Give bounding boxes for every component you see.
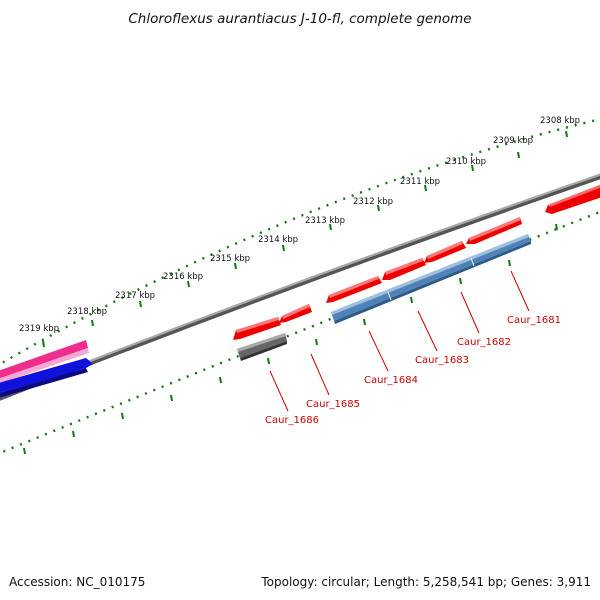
accession-text: Accession: NC_010175 bbox=[9, 575, 145, 589]
major-tick bbox=[267, 357, 270, 365]
major-tick bbox=[121, 412, 124, 420]
leader-line bbox=[269, 370, 289, 412]
cds-bar[interactable] bbox=[331, 234, 531, 324]
inner-major-ticks bbox=[23, 223, 558, 455]
gene-leader-lines bbox=[269, 270, 530, 412]
leader-line bbox=[368, 330, 389, 372]
major-tick bbox=[377, 204, 380, 212]
major-tick bbox=[91, 319, 94, 327]
topology-text: Topology: circular; Length: 5,258,541 bp… bbox=[260, 575, 591, 589]
gene-label-caur-1686[interactable]: Caur_1686 bbox=[265, 415, 319, 426]
gene-arrow-caur-1686[interactable] bbox=[233, 317, 281, 340]
pseudo-gene[interactable] bbox=[237, 333, 287, 361]
map-title: Chloroflexus aurantiacus J-10-fl, comple… bbox=[128, 11, 471, 27]
major-tick bbox=[23, 447, 26, 455]
ruler-label: 2319 kbp bbox=[19, 324, 59, 334]
magenta-feature[interactable] bbox=[0, 340, 89, 385]
blue-feature[interactable] bbox=[0, 358, 93, 399]
ruler-label: 2308 kbp bbox=[540, 116, 580, 126]
major-tick bbox=[42, 340, 45, 348]
gene-arrow-caur-1681[interactable] bbox=[466, 217, 522, 244]
ruler-label: 2316 kbp bbox=[163, 272, 203, 282]
cds-divider bbox=[387, 291, 392, 301]
ruler-label: 2312 kbp bbox=[353, 197, 393, 207]
gene-label-caur-1681[interactable]: Caur_1681 bbox=[507, 315, 561, 326]
major-tick bbox=[471, 164, 474, 172]
major-tick bbox=[170, 394, 173, 402]
gene-arrow[interactable] bbox=[545, 183, 600, 214]
ruler-label: 2311 kbp bbox=[400, 177, 440, 187]
major-tick bbox=[315, 338, 318, 346]
major-tick bbox=[459, 277, 462, 285]
ruler-label: 2313 kbp bbox=[305, 216, 345, 226]
major-tick bbox=[72, 430, 75, 438]
ruler-label: 2315 kbp bbox=[210, 254, 250, 264]
gene-label-caur-1684[interactable]: Caur_1684 bbox=[364, 375, 418, 386]
major-tick bbox=[187, 280, 190, 288]
ruler-label: 2317 kbp bbox=[115, 291, 155, 301]
major-tick bbox=[234, 262, 237, 270]
outer-major-ticks bbox=[42, 130, 568, 348]
leader-line bbox=[510, 270, 530, 312]
major-tick bbox=[508, 259, 511, 267]
major-tick bbox=[219, 376, 222, 384]
major-tick bbox=[565, 130, 568, 138]
gene-label-caur-1682[interactable]: Caur_1682 bbox=[457, 337, 511, 348]
major-tick bbox=[410, 296, 413, 304]
major-tick bbox=[517, 151, 520, 159]
gene-arrow-caur-1683[interactable] bbox=[382, 258, 426, 280]
ruler-labels: 2308 kbp 2309 kbp 2310 kbp 2311 kbp 2312… bbox=[19, 116, 580, 334]
gene-arrow-caur-1685[interactable] bbox=[279, 304, 312, 323]
ruler-label: 2318 kbp bbox=[67, 307, 107, 317]
major-tick bbox=[363, 318, 366, 326]
major-tick bbox=[555, 223, 558, 231]
gene-labels: Caur_1681 Caur_1682 Caur_1683 Caur_1684 … bbox=[265, 315, 561, 426]
gene-arrow-row bbox=[233, 183, 600, 340]
leader-line bbox=[460, 291, 480, 334]
gene-label-caur-1685[interactable]: Caur_1685 bbox=[306, 399, 360, 410]
ruler-label: 2309 kbp bbox=[493, 136, 533, 146]
genome-backbone-shadow bbox=[0, 174, 600, 401]
leader-line bbox=[417, 310, 438, 352]
gene-arrow-caur-1682[interactable] bbox=[424, 241, 466, 263]
major-tick bbox=[424, 184, 427, 192]
cds-feature-row bbox=[331, 234, 531, 324]
ruler-label: 2314 kbp bbox=[258, 235, 298, 245]
cds-divider bbox=[470, 257, 475, 267]
gene-label-caur-1683[interactable]: Caur_1683 bbox=[415, 355, 469, 366]
major-tick bbox=[139, 300, 142, 308]
gene-arrow-caur-1684[interactable] bbox=[326, 276, 382, 303]
leader-line bbox=[310, 353, 330, 396]
major-tick bbox=[282, 244, 285, 252]
major-tick bbox=[329, 223, 332, 231]
ruler-label: 2310 kbp bbox=[446, 157, 486, 167]
